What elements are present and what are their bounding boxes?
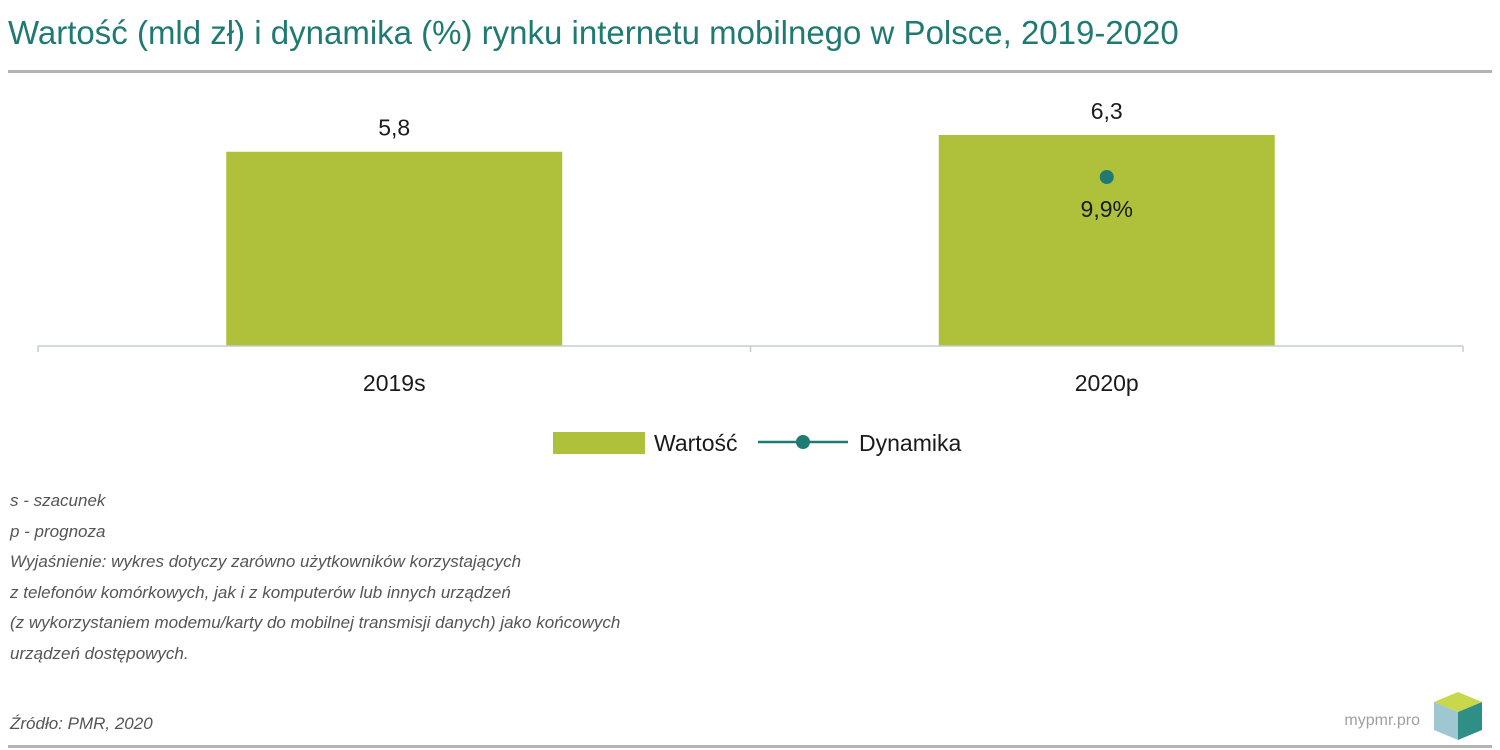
pmr-logo-icon [1434, 692, 1482, 740]
x-tick-label: 2019s [363, 370, 426, 396]
legend-swatch-bar [553, 432, 645, 454]
line-point [1099, 170, 1114, 184]
bar [938, 135, 1275, 346]
source-note: Źródło: PMR, 2020 [10, 714, 153, 733]
bar [226, 151, 563, 346]
chart-notes: s - szacunek p - prognoza Wyjaśnienie: w… [10, 486, 620, 669]
bar-value-label: 6,3 [1091, 98, 1123, 124]
legend-swatch-marker [796, 435, 810, 449]
note-line: Wyjaśnienie: wykres dotyczy zarówno użyt… [10, 552, 522, 571]
chart-title: Wartość (mld zł) i dynamika (%) rynku in… [8, 14, 1179, 51]
note-line: (z wykorzystaniem modemu/karty do mobiln… [10, 613, 621, 632]
note-line: z telefonów komórkowych, jak i z kompute… [10, 582, 511, 602]
brand-link[interactable]: mypmr.pro [1344, 712, 1420, 729]
note-line: s - szacunek [10, 491, 106, 510]
note-line: urządzeń dostępowych. [10, 643, 189, 663]
chart-area: 5,8 6,3 2019s 2020p 9,9% Wartość Dynamika [37, 98, 1464, 456]
note-line: p - prognoza [10, 521, 106, 541]
legend-label: Dynamika [859, 430, 961, 456]
title-divider [8, 70, 1492, 73]
x-tick-label: 2020p [1075, 370, 1139, 396]
footer-divider [8, 745, 1492, 748]
legend-label: Wartość [654, 430, 738, 456]
line-value-label: 9,9% [1081, 196, 1133, 222]
bar-value-label: 5,8 [378, 115, 410, 141]
